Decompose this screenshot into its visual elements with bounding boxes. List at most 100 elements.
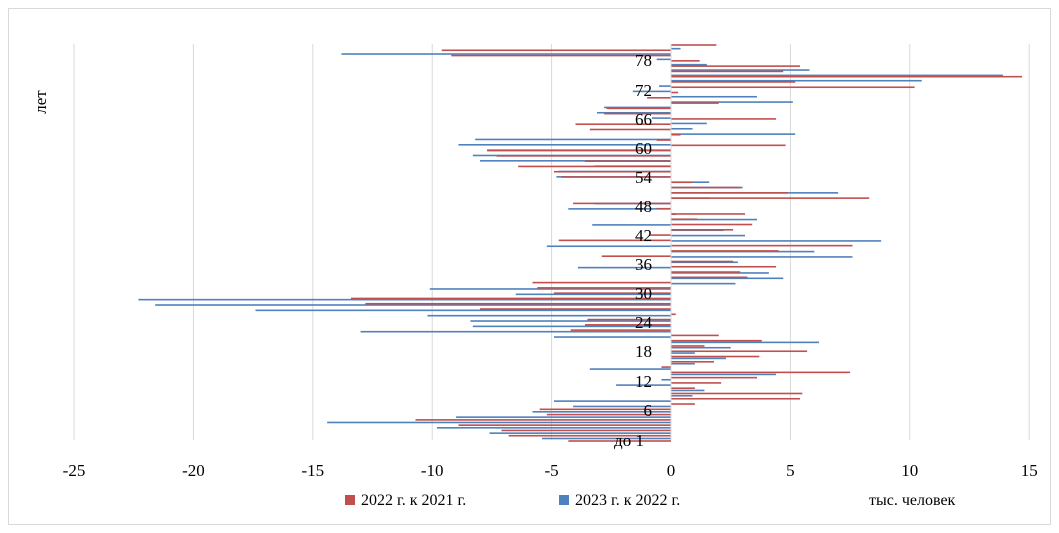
bar-2023 [671, 346, 731, 349]
bar-2022 [496, 155, 671, 157]
bar-2023 [532, 411, 671, 413]
bar-2022 [671, 355, 760, 358]
legend-label-2022: 2022 г. к 2021 г. [361, 492, 466, 509]
bar-2022 [365, 302, 671, 305]
bar-2022 [568, 440, 671, 442]
bar-2022 [671, 65, 800, 67]
bar-2022 [671, 75, 1023, 78]
bar-2022 [671, 265, 777, 268]
bar-2022 [671, 81, 796, 83]
bar-2022 [585, 160, 671, 162]
bar-2023 [659, 85, 671, 87]
bar-2022 [575, 123, 671, 125]
bar-2022 [671, 133, 681, 136]
bar-2023 [671, 394, 693, 397]
bar-2022 [671, 70, 784, 73]
bar-2022 [351, 297, 671, 300]
bar-2023 [489, 432, 671, 434]
bar-2022 [671, 60, 700, 62]
bar-2022 [671, 397, 800, 400]
bar-2022 [671, 392, 803, 395]
bar-2022 [671, 91, 679, 94]
bar-2023 [616, 384, 671, 386]
bar-2023 [472, 325, 671, 328]
bar-2022 [570, 329, 671, 331]
bar-2022 [671, 186, 741, 189]
bar-2023 [138, 298, 672, 301]
bar-2023 [592, 224, 671, 226]
bar-2023 [671, 240, 882, 242]
bar-2023 [155, 304, 671, 306]
bar-2023 [456, 416, 671, 418]
x-tick-label: 10 [901, 461, 918, 480]
bar-2023 [671, 101, 793, 103]
bar-2022 [537, 287, 671, 289]
bar-2023 [671, 352, 695, 354]
bar-2023 [546, 245, 671, 248]
bar-2022 [508, 434, 671, 437]
legend-swatch-2022 [345, 495, 355, 505]
x-tick-label: -10 [421, 461, 444, 480]
category-label: 60 [635, 139, 652, 158]
bar-2023 [573, 405, 671, 408]
category-label: 48 [635, 197, 652, 216]
bar-2023 [671, 79, 922, 82]
bar-2023 [671, 218, 757, 221]
bar-2022 [671, 218, 698, 221]
bar-2023 [632, 90, 671, 93]
bar-2023 [671, 341, 820, 344]
x-tick-label: 5 [786, 461, 795, 480]
bar-2023 [553, 336, 671, 338]
bar-2023 [360, 330, 671, 333]
bar-2022 [671, 271, 741, 273]
bar-2023 [671, 362, 695, 365]
bar-2022 [671, 86, 915, 89]
bar-2023 [470, 320, 671, 322]
category-label: 42 [635, 226, 652, 245]
bar-2023 [671, 389, 705, 392]
bar-2023 [671, 74, 1003, 77]
bar-2023 [671, 127, 693, 130]
chart-frame [8, 8, 1051, 525]
bar-2022 [671, 197, 870, 199]
bar-2022 [479, 308, 671, 310]
bar-2023 [671, 282, 736, 285]
bar-2022 [553, 170, 671, 173]
bar-2022 [573, 202, 671, 205]
bar-2023 [661, 378, 671, 381]
bar-2023 [671, 69, 810, 71]
bar-2023 [671, 47, 681, 50]
bar-2022 [671, 345, 705, 347]
bars [138, 44, 1023, 442]
x-tick-label: 15 [1021, 461, 1038, 480]
bar-2023 [671, 122, 707, 125]
bar-2023 [651, 117, 671, 119]
bar-2023 [671, 133, 796, 135]
category-label: 18 [635, 342, 652, 361]
x-tick-label: -25 [63, 461, 86, 480]
bar-2022 [671, 313, 676, 316]
bar-2022 [671, 44, 717, 46]
category-label: 6 [644, 401, 653, 420]
bar-2022 [671, 382, 722, 384]
x-tick-label: -5 [545, 461, 559, 480]
bar-2023 [577, 266, 671, 269]
bar-2022 [585, 324, 671, 326]
bar-2023 [475, 138, 671, 141]
bar-2022 [441, 49, 671, 52]
bar-2022 [587, 318, 671, 321]
bar-2022 [671, 223, 753, 226]
bar-2022 [601, 255, 671, 257]
bar-2023 [596, 111, 671, 114]
bar-2022 [671, 144, 786, 147]
bar-2022 [604, 112, 671, 115]
bar-2023 [255, 309, 672, 312]
bar-2023 [671, 357, 726, 360]
bar-2023 [671, 256, 853, 258]
bar-2022 [671, 213, 746, 215]
category-label: 54 [635, 168, 653, 187]
bar-2023 [671, 95, 757, 98]
bar-2022 [606, 107, 671, 110]
x-tick-labels: -25 -20 -15 -10 -5 0 5 10 15 [63, 461, 1038, 480]
